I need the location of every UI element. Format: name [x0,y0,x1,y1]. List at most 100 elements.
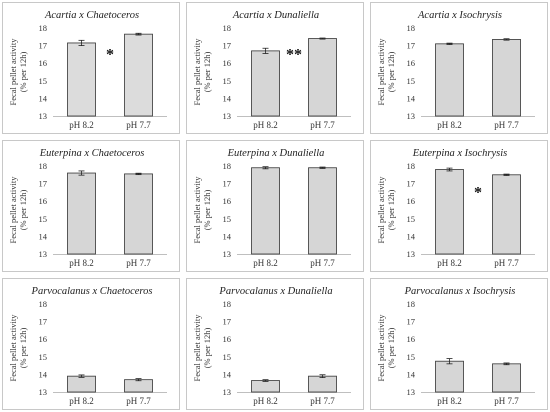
chart-svg: Parvocalanus x Chaetoceros Fecal pellet a… [8,286,167,406]
y-tick-label: 15 [39,352,48,362]
bar [492,174,521,255]
y-axis-label: Fecal pellet activity(% per 12h) [192,38,212,106]
y-axis-label: Fecal pellet activity(% per 12h) [376,176,396,244]
chart-panel: Parvocalanus x Chaetoceros Fecal pellet a… [2,278,180,410]
significance-marker: ** [286,47,302,64]
y-tick-label: 18 [223,23,232,33]
chart-title: Parvocalanus x Isochrysis [404,286,516,297]
chart-panel: Euterpina x Isochrysis Fecal pellet activ… [370,140,548,272]
y-tick-label: 15 [39,76,48,86]
chart-panel: Euterpina x Dunaliella Fecal pellet activ… [186,140,364,272]
y-tick-label: 14 [39,93,48,103]
x-tick-label: pH 8.2 [253,258,278,268]
error-bar [503,38,510,41]
y-tick-label: 13 [223,111,232,121]
bar [124,379,153,393]
chart-title: Euterpina x Isochrysis [412,148,508,159]
bar [435,43,464,117]
bar [67,42,96,117]
x-tick-label: pH 8.2 [437,396,462,406]
error-bar [78,39,85,46]
y-tick-label: 18 [223,161,232,171]
significance-marker: * [474,185,482,202]
bar [67,172,96,255]
error-bar [135,32,142,36]
y-tick-label: 17 [39,41,48,51]
chart-panel: Parvocalanus x Isochrysis Fecal pellet ac… [370,278,548,410]
chart-svg: Acartia x Isochrysis Fecal pellet activit… [376,10,535,130]
y-tick-label: 17 [407,317,416,327]
chart-panel: Parvocalanus x Dunaliella Fecal pellet ac… [186,278,364,410]
y-axis-label: Fecal pellet activity(% per 12h) [8,176,28,244]
error-bar [319,166,326,169]
y-axis-label: Fecal pellet activity(% per 12h) [8,38,28,106]
x-tick-label: pH 7.7 [494,258,519,268]
bar [308,38,337,117]
x-tick-label: pH 7.7 [310,258,335,268]
chart-svg: Euterpina x Dunaliella Fecal pellet activ… [192,148,351,268]
chart-panel: Acartia x Dunaliella Fecal pellet activit… [186,2,364,134]
y-axis-label-line2: (% per 12h) [18,190,28,231]
bar [308,375,337,393]
error-bar [503,173,510,176]
bar [124,33,153,117]
y-tick-label: 15 [407,352,416,362]
significance-marker: * [106,47,114,64]
y-axis-label-line1: Fecal pellet activity [192,314,202,382]
y-tick-label: 17 [223,41,232,51]
y-tick-label: 14 [39,369,48,379]
bar [492,39,521,117]
chart-title: Parvocalanus x Chaetoceros [31,286,153,297]
chart-panel: Euterpina x Chaetoceros Fecal pellet acti… [2,140,180,272]
chart-panel: Acartia x Isochrysis Fecal pellet activit… [370,2,548,134]
y-tick-label: 14 [223,369,232,379]
y-tick-label: 18 [39,23,48,33]
chart-title: Parvocalanus x Dunaliella [218,286,332,297]
y-tick-label: 18 [39,299,48,309]
x-tick-label: pH 8.2 [437,258,462,268]
x-tick-label: pH 7.7 [494,396,519,406]
chart-title: Acartia x Dunaliella [232,10,319,21]
x-tick-label: pH 7.7 [126,120,151,130]
chart-svg: Parvocalanus x Isochrysis Fecal pellet ac… [376,286,535,406]
y-axis-label-line2: (% per 12h) [18,328,28,369]
y-axis-label: Fecal pellet activity(% per 12h) [8,314,28,382]
y-tick-label: 17 [407,41,416,51]
y-axis-label-line1: Fecal pellet activity [8,176,18,244]
error-bar [135,378,142,382]
y-tick-label: 16 [407,334,416,344]
y-tick-label: 13 [407,249,416,259]
y-tick-label: 16 [39,58,48,68]
y-tick-label: 14 [223,231,232,241]
error-bar [503,362,510,366]
x-tick-label: pH 7.7 [310,120,335,130]
chart-panel: Acartia x Chaetoceros Fecal pellet activi… [2,2,180,134]
y-tick-label: 14 [407,93,416,103]
y-tick-label: 13 [223,249,232,259]
chart-svg: Acartia x Dunaliella Fecal pellet activit… [192,10,351,130]
error-bar [262,166,269,170]
bar [251,380,280,393]
x-tick-label: pH 8.2 [437,120,462,130]
bar [124,173,153,255]
chart-svg: Euterpina x Isochrysis Fecal pellet activ… [376,148,535,268]
x-tick-label: pH 8.2 [253,396,278,406]
y-tick-label: 18 [39,161,48,171]
x-tick-label: pH 7.7 [310,396,335,406]
y-tick-label: 18 [223,299,232,309]
y-axis-label-line1: Fecal pellet activity [192,176,202,244]
error-bar [446,42,453,45]
y-tick-label: 16 [39,196,48,206]
y-tick-label: 16 [407,58,416,68]
y-axis-label-line1: Fecal pellet activity [376,38,386,106]
y-axis-label-line2: (% per 12h) [386,328,396,369]
y-tick-label: 13 [407,387,416,397]
y-tick-label: 17 [407,179,416,189]
y-tick-label: 13 [407,111,416,121]
y-tick-label: 14 [223,93,232,103]
y-tick-label: 16 [223,196,232,206]
y-axis-label-line2: (% per 12h) [202,52,212,93]
chart-title: Euterpina x Chaetoceros [39,148,145,159]
error-bar [446,167,453,172]
y-axis-label-line2: (% per 12h) [202,328,212,369]
